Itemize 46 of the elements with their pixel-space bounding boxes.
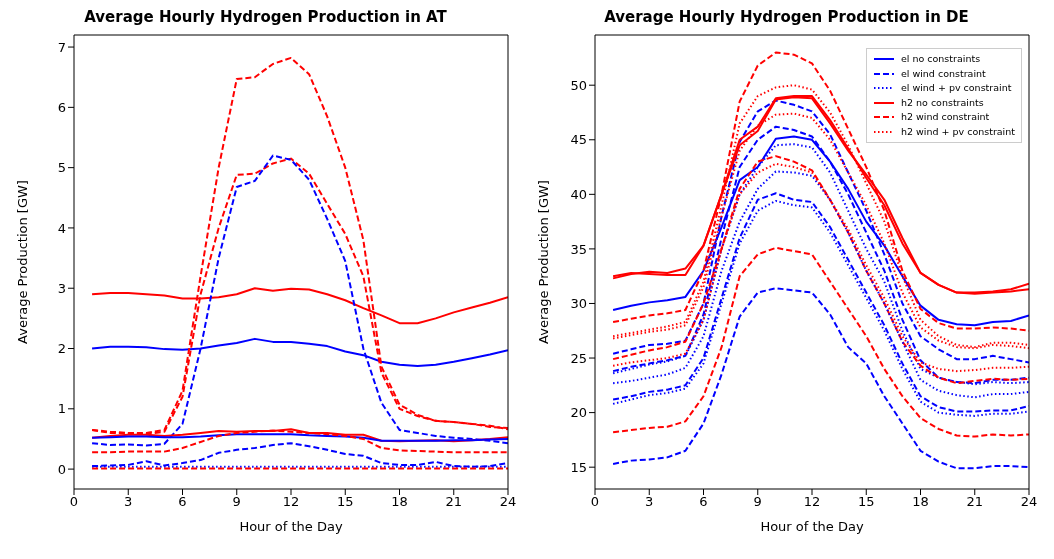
x-tick-label: 0: [69, 494, 79, 510]
y-tick-label: 5: [57, 160, 66, 176]
x-axis-title: Hour of the Day: [760, 519, 864, 534]
y-tick-label: 2: [57, 341, 66, 357]
legend-label: h2 no constraints: [900, 95, 984, 110]
x-tick-label: 9: [753, 494, 762, 510]
x-tick-label: 18: [912, 494, 929, 510]
y-tick-label: 6: [57, 99, 66, 115]
y-tick-label: 25: [570, 350, 587, 366]
y-tick-label: 45: [570, 132, 587, 148]
x-tick-label: 24: [499, 494, 517, 510]
y-axis-title: Average Production [GW]: [14, 180, 30, 344]
y-tick-label: 1: [57, 401, 66, 417]
x-tick-label: 15: [857, 494, 875, 510]
chart-title: Average Hourly Hydrogen Production in AT: [83, 8, 448, 28]
x-axis-title: Hour of the Day: [239, 519, 343, 534]
x-tick-label: 15: [336, 494, 354, 510]
x-tick-label: 12: [803, 494, 821, 510]
y-tick-label: 50: [570, 77, 587, 93]
y-tick-label: 40: [570, 186, 587, 202]
x-tick-label: 6: [699, 494, 708, 510]
y-tick-label: 7: [57, 39, 66, 55]
chart-title: Average Hourly Hydrogen Production in DE: [603, 8, 970, 28]
legend-label: el no constraints: [900, 52, 981, 66]
x-tick-label: 9: [232, 494, 241, 510]
y-tick-label: 35: [570, 241, 587, 257]
x-tick-label: 24: [1020, 494, 1038, 510]
x-tick-label: 12: [282, 494, 300, 510]
x-tick-label: 3: [645, 494, 654, 510]
x-tick-label: 21: [445, 494, 463, 510]
x-tick-label: 6: [178, 494, 187, 510]
legend-label: el wind + pv constraint: [900, 81, 1012, 95]
y-tick-label: 15: [570, 459, 587, 475]
y-tick-label: 4: [57, 220, 66, 236]
y-tick-label: 0: [57, 461, 66, 477]
y-tick-label: 3: [57, 280, 66, 296]
legend-label: h2 wind + pv constraint: [900, 124, 1015, 139]
legend-label: h2 wind constraint: [900, 110, 990, 124]
legend-label: el wind constraint: [900, 66, 986, 81]
x-tick-label: 21: [966, 494, 984, 510]
x-tick-label: 3: [124, 494, 133, 510]
y-tick-label: 30: [570, 296, 587, 312]
x-tick-label: 0: [590, 494, 600, 510]
y-tick-label: 20: [570, 405, 587, 421]
x-tick-label: 18: [391, 494, 408, 510]
y-axis-title: Average Production [GW]: [535, 180, 551, 344]
